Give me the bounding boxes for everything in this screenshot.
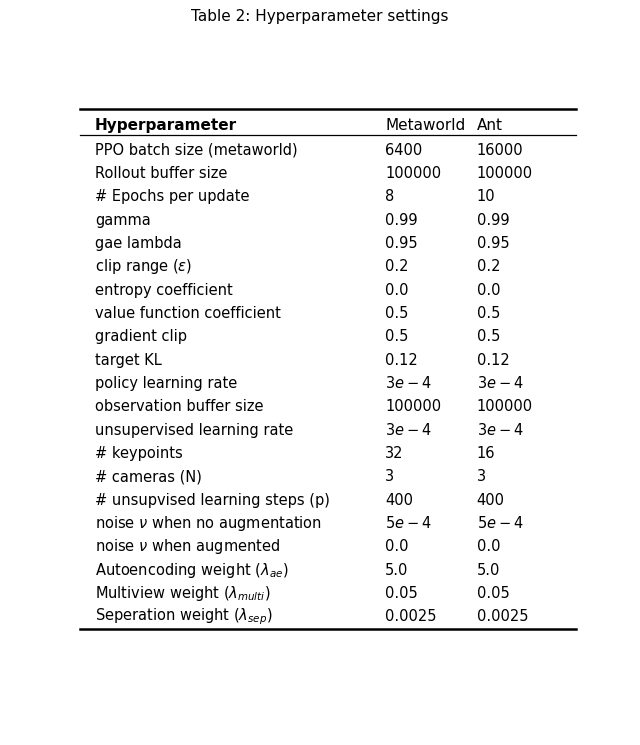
Text: Ant: Ant (477, 118, 503, 133)
Text: 0.0025: 0.0025 (477, 609, 528, 624)
Text: gamma: gamma (95, 213, 150, 228)
Text: 0.2: 0.2 (385, 259, 408, 274)
Text: entropy coefficient: entropy coefficient (95, 282, 232, 298)
Text: 5.0: 5.0 (477, 562, 500, 577)
Text: 6400: 6400 (385, 143, 422, 158)
Text: gradient clip: gradient clip (95, 329, 187, 344)
Text: 0.5: 0.5 (477, 329, 500, 344)
Text: 100000: 100000 (477, 166, 533, 181)
Text: $3e-4$: $3e-4$ (385, 422, 432, 438)
Text: $3e-4$: $3e-4$ (477, 422, 524, 438)
Text: 100000: 100000 (385, 399, 441, 414)
Text: 0.05: 0.05 (477, 586, 509, 601)
Text: 400: 400 (385, 492, 413, 507)
Text: 0.99: 0.99 (477, 213, 509, 228)
Text: 0.0: 0.0 (385, 282, 408, 298)
Text: Table 2: Hyperparameter settings: Table 2: Hyperparameter settings (191, 9, 449, 24)
Text: # unsupvised learning steps (p): # unsupvised learning steps (p) (95, 492, 330, 507)
Text: 0.12: 0.12 (385, 352, 418, 368)
Text: 8: 8 (385, 189, 394, 204)
Text: 10: 10 (477, 189, 495, 204)
Text: 0.95: 0.95 (477, 236, 509, 251)
Text: 0.2: 0.2 (477, 259, 500, 274)
Text: 0.0: 0.0 (385, 539, 408, 554)
Text: 5.0: 5.0 (385, 562, 408, 577)
Text: Hyperparameter: Hyperparameter (95, 118, 237, 133)
Text: 3: 3 (477, 469, 486, 484)
Text: Metaworld: Metaworld (385, 118, 465, 133)
Text: 0.0: 0.0 (477, 282, 500, 298)
Text: noise $\nu$ when no augmentation: noise $\nu$ when no augmentation (95, 514, 322, 533)
Text: value function coefficient: value function coefficient (95, 306, 281, 321)
Text: policy learning rate: policy learning rate (95, 376, 237, 391)
Text: unsupervised learning rate: unsupervised learning rate (95, 422, 293, 437)
Text: Multiview weight ($\lambda_{multi}$): Multiview weight ($\lambda_{multi}$) (95, 584, 270, 603)
Text: # keypoints: # keypoints (95, 446, 182, 461)
Text: $5e-4$: $5e-4$ (385, 516, 432, 531)
Text: # cameras (N): # cameras (N) (95, 469, 202, 484)
Text: 32: 32 (385, 446, 404, 461)
Text: clip range ($\epsilon$): clip range ($\epsilon$) (95, 257, 192, 276)
Text: observation buffer size: observation buffer size (95, 399, 264, 414)
Text: 0.5: 0.5 (385, 329, 408, 344)
Text: $3e-4$: $3e-4$ (385, 375, 432, 391)
Text: 0.12: 0.12 (477, 352, 509, 368)
Text: 16000: 16000 (477, 143, 524, 158)
Text: 0.0: 0.0 (477, 539, 500, 554)
Text: 3: 3 (385, 469, 394, 484)
Text: Rollout buffer size: Rollout buffer size (95, 166, 227, 181)
Text: 400: 400 (477, 492, 505, 507)
Text: Seperation weight ($\lambda_{sep}$): Seperation weight ($\lambda_{sep}$) (95, 606, 273, 627)
Text: 0.99: 0.99 (385, 213, 418, 228)
Text: 100000: 100000 (385, 166, 441, 181)
Text: 0.5: 0.5 (385, 306, 408, 321)
Text: PPO batch size (metaworld): PPO batch size (metaworld) (95, 143, 298, 158)
Text: # Epochs per update: # Epochs per update (95, 189, 250, 204)
Text: Autoencoding weight ($\lambda_{ae}$): Autoencoding weight ($\lambda_{ae}$) (95, 560, 289, 580)
Text: 0.5: 0.5 (477, 306, 500, 321)
Text: gae lambda: gae lambda (95, 236, 182, 251)
Text: $5e-4$: $5e-4$ (477, 516, 524, 531)
Text: 100000: 100000 (477, 399, 533, 414)
Text: 0.05: 0.05 (385, 586, 418, 601)
Text: noise $\nu$ when augmented: noise $\nu$ when augmented (95, 537, 280, 557)
Text: $3e-4$: $3e-4$ (477, 375, 524, 391)
Text: 16: 16 (477, 446, 495, 461)
Text: target KL: target KL (95, 352, 162, 368)
Text: 0.0025: 0.0025 (385, 609, 436, 624)
Text: 0.95: 0.95 (385, 236, 418, 251)
